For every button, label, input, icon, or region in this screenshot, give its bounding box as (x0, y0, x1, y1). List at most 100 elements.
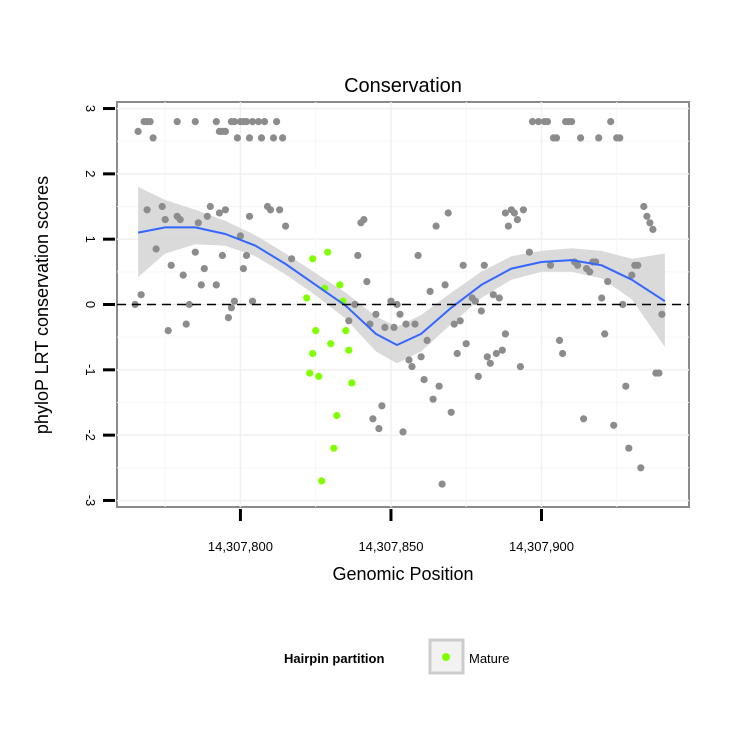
score-point (206, 202, 214, 211)
loess-curve (137, 226, 666, 346)
mature-point (309, 349, 317, 358)
mature-point (327, 340, 335, 348)
legend: Hairpin partition Mature (284, 638, 509, 675)
score-point (607, 118, 615, 126)
score-point (480, 261, 488, 269)
confidence-band (138, 186, 665, 364)
score-point (224, 314, 232, 322)
score-point (528, 118, 537, 126)
score-point (185, 300, 193, 309)
mature-point (348, 379, 356, 387)
score-point (423, 336, 431, 344)
mature-point (312, 327, 320, 335)
score-point (411, 320, 419, 328)
score-point (381, 323, 389, 331)
score-point (399, 428, 407, 436)
x-tick-label: 14,307,800 (208, 539, 273, 554)
mature-point (318, 477, 326, 485)
score-point (643, 212, 651, 220)
score-point (221, 206, 229, 214)
mature-point (306, 369, 314, 377)
score-point (266, 206, 275, 214)
score-point (604, 278, 612, 286)
score-point (254, 118, 263, 126)
legend-title: Hairpin partition (284, 651, 384, 666)
y-tick-label: -2 (83, 429, 98, 441)
score-point (649, 225, 657, 233)
score-point (622, 382, 630, 390)
score-point (495, 294, 503, 302)
score-point (552, 134, 561, 142)
score-point (375, 425, 383, 433)
mature-point (345, 346, 353, 354)
score-point (543, 118, 552, 126)
chart-title: Conservation (344, 75, 462, 97)
score-point (453, 349, 461, 358)
score-point (628, 271, 636, 279)
smooth-curve (137, 226, 666, 346)
score-point (345, 317, 353, 325)
score-point (363, 278, 371, 286)
score-point (158, 202, 166, 211)
score-point (191, 248, 199, 256)
score-point (655, 369, 663, 377)
score-point (351, 300, 359, 309)
score-point (387, 297, 395, 305)
confidence-band-area (138, 186, 665, 364)
score-point (212, 118, 220, 126)
x-tick-label: 14,307,850 (358, 539, 423, 554)
score-point (227, 304, 235, 312)
score-point (360, 216, 368, 224)
score-point (447, 408, 455, 416)
score-point (176, 216, 184, 224)
score-point (486, 359, 494, 367)
score-point (504, 222, 512, 230)
score-point (477, 307, 485, 315)
score-point (191, 118, 199, 126)
score-point (459, 261, 467, 269)
x-axis-title: Genomic Position (332, 564, 473, 584)
score-point (257, 134, 266, 142)
score-point (200, 265, 208, 273)
score-point (167, 261, 175, 269)
score-point (402, 320, 410, 328)
score-point (134, 127, 142, 135)
score-point (236, 232, 244, 240)
score-point (230, 297, 238, 305)
score-point (417, 353, 425, 361)
score-point (435, 382, 443, 390)
score-point (279, 134, 287, 142)
mature-point (324, 248, 332, 256)
score-point (432, 222, 440, 230)
score-point (173, 118, 181, 126)
score-point (471, 297, 479, 305)
score-point (242, 118, 251, 126)
y-tick-label: 3 (83, 105, 98, 112)
score-point (489, 291, 497, 299)
score-point (372, 310, 380, 318)
score-point (288, 255, 296, 263)
score-point (420, 376, 428, 384)
score-point (598, 294, 606, 302)
score-point (260, 118, 269, 126)
score-point (438, 480, 446, 488)
score-point (444, 209, 452, 217)
score-point (501, 330, 509, 338)
score-point (405, 356, 413, 364)
score-point (161, 216, 169, 224)
score-point (393, 300, 401, 309)
score-point (269, 134, 278, 142)
score-point (137, 291, 145, 299)
score-point (574, 261, 582, 269)
score-point (354, 251, 362, 260)
score-point (534, 118, 543, 126)
score-point (646, 219, 654, 227)
score-point (414, 251, 422, 260)
score-point (242, 251, 251, 260)
score-point (498, 346, 506, 354)
score-point (203, 212, 211, 220)
score-point (149, 134, 157, 142)
score-point (601, 330, 609, 338)
score-point (625, 444, 633, 452)
score-point (248, 118, 257, 126)
